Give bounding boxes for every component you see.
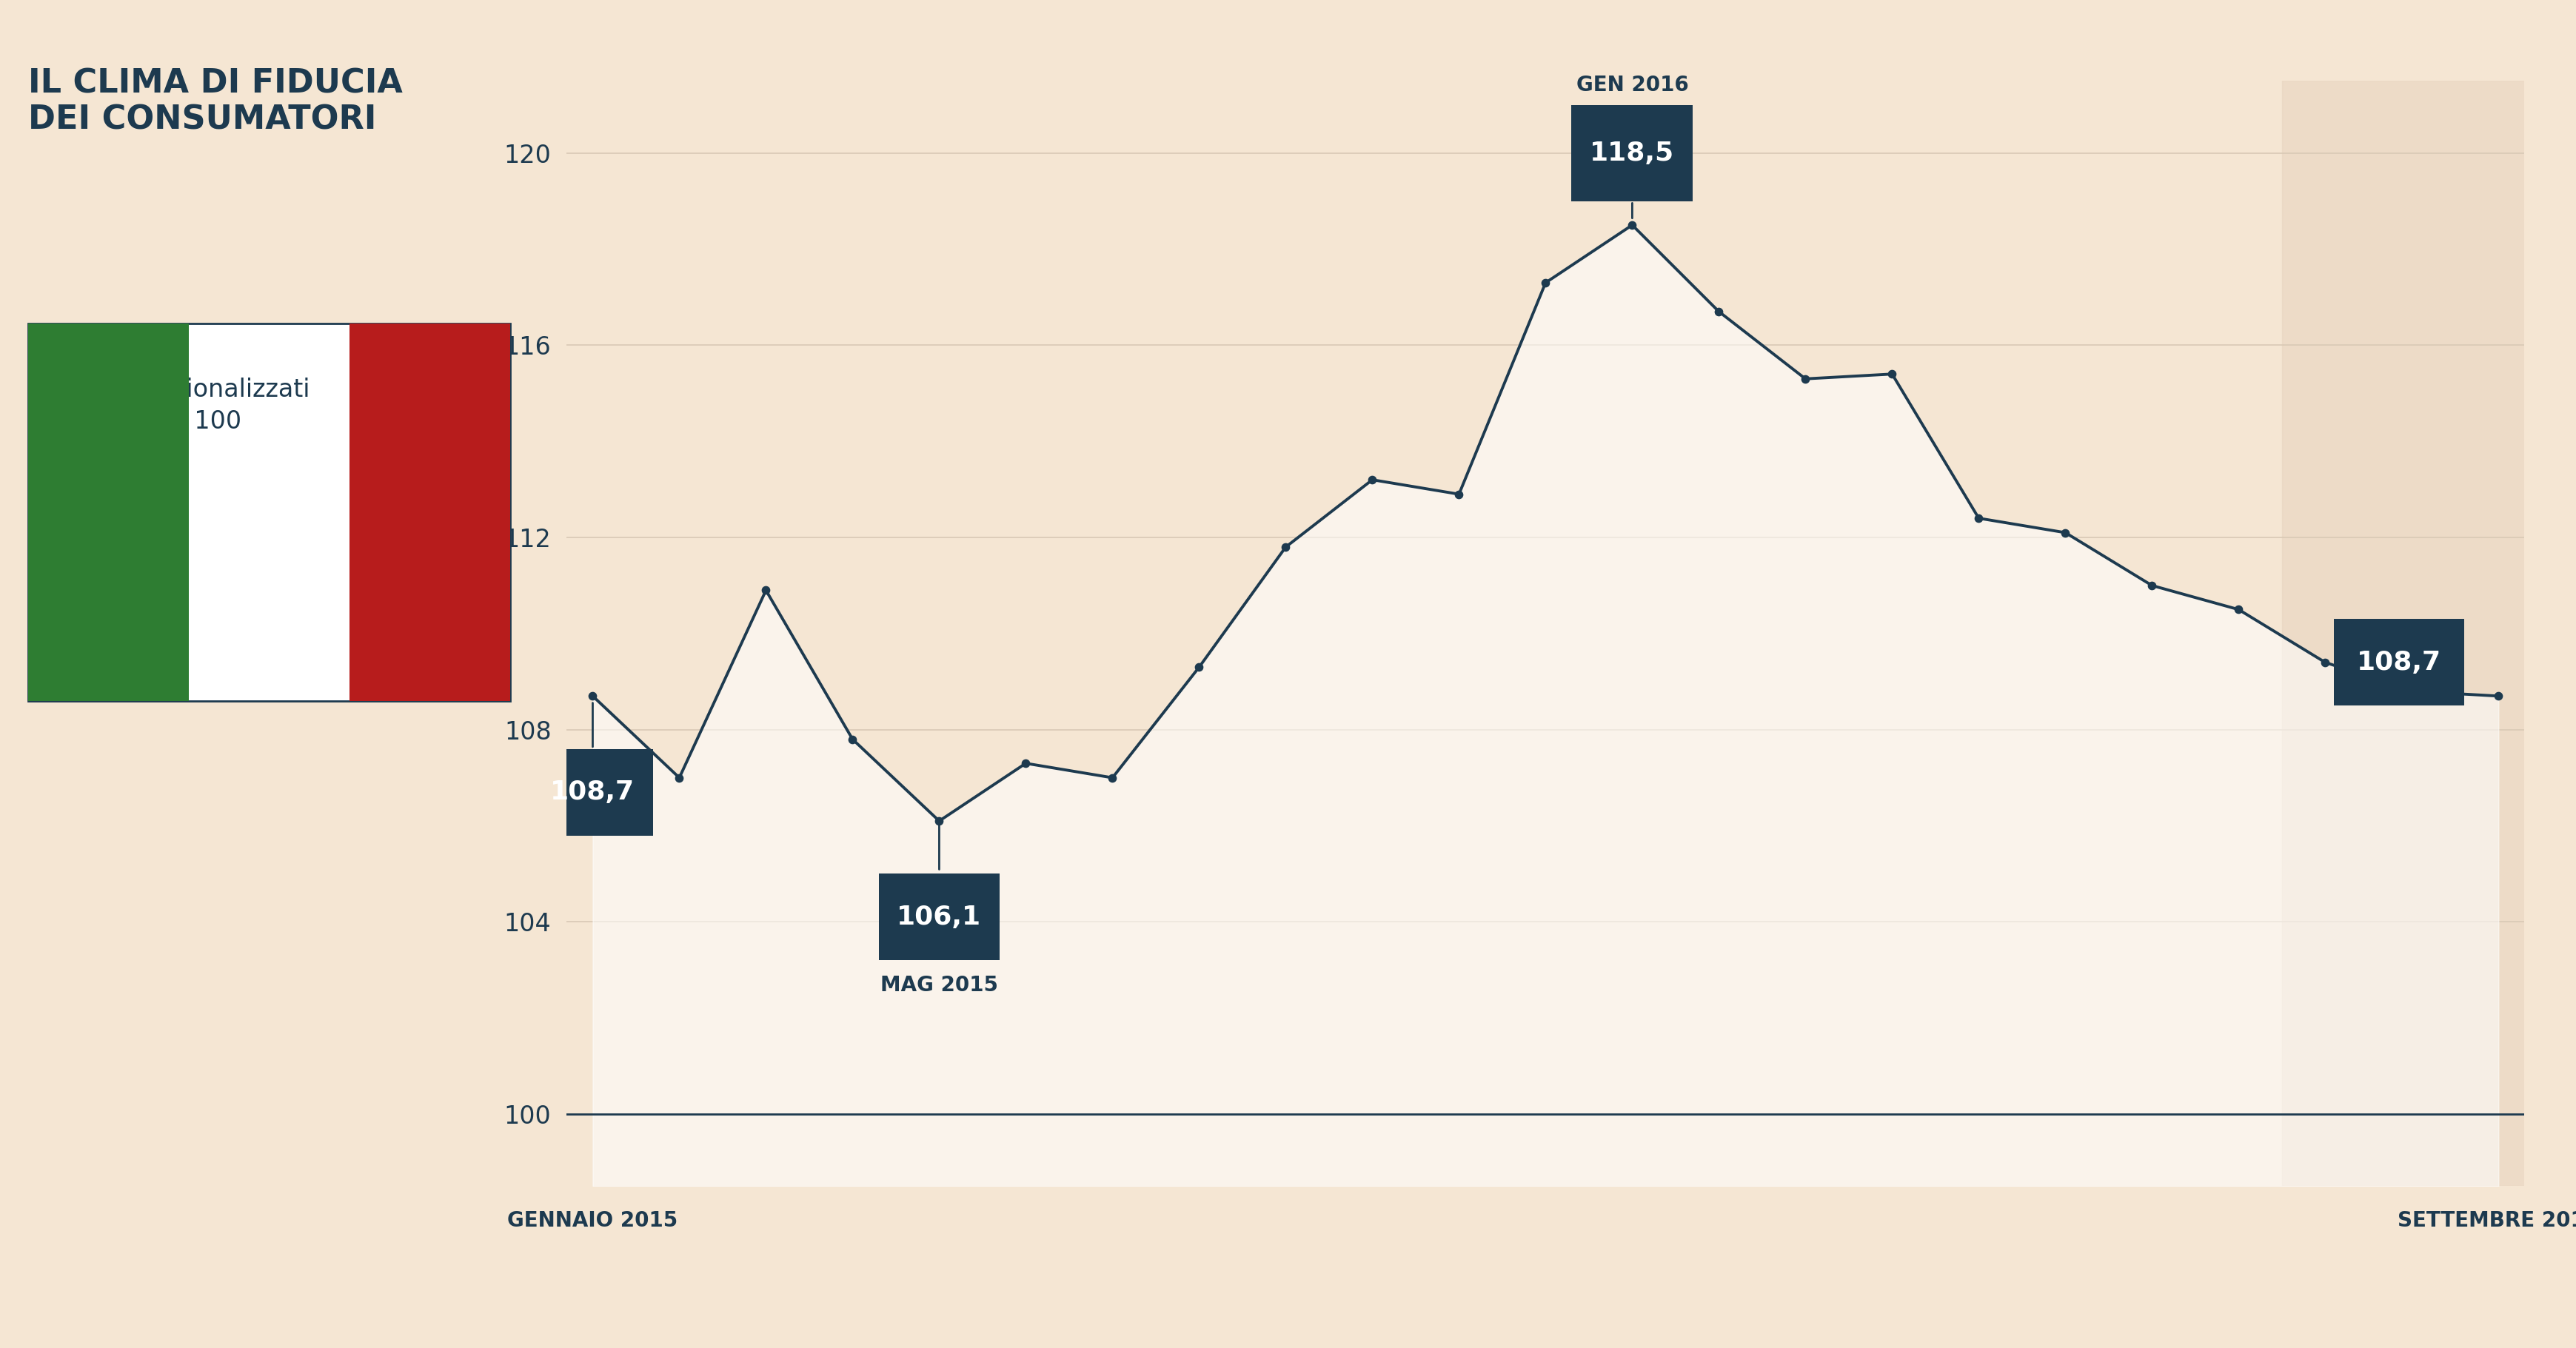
FancyBboxPatch shape bbox=[878, 874, 999, 960]
Point bbox=[1873, 363, 1914, 384]
Point bbox=[1352, 469, 1394, 491]
Text: GENNAIO 2015: GENNAIO 2015 bbox=[507, 1211, 677, 1231]
Point bbox=[2218, 599, 2259, 620]
Text: GEN 2016: GEN 2016 bbox=[1577, 74, 1687, 96]
Point bbox=[659, 767, 701, 789]
Point bbox=[1177, 656, 1218, 678]
Text: 108,7: 108,7 bbox=[2357, 650, 2442, 675]
Bar bbox=[28, 324, 188, 701]
FancyBboxPatch shape bbox=[2334, 619, 2463, 705]
Point bbox=[2391, 681, 2432, 702]
Point bbox=[920, 810, 961, 832]
Text: SETTEMBRE 2016: SETTEMBRE 2016 bbox=[2398, 1211, 2576, 1231]
FancyBboxPatch shape bbox=[533, 749, 654, 836]
Point bbox=[2478, 685, 2519, 706]
Bar bbox=[350, 324, 510, 701]
Point bbox=[1958, 507, 1999, 528]
Bar bbox=[2282, 81, 2543, 1186]
Point bbox=[1525, 272, 1566, 294]
Bar bbox=[28, 324, 510, 701]
Point bbox=[1265, 537, 1306, 558]
Text: Indici destagionalizzati
base 2010 = 100
(Fonte IStat): Indici destagionalizzati base 2010 = 100… bbox=[28, 377, 309, 466]
Point bbox=[1437, 484, 1479, 506]
Text: 118,5: 118,5 bbox=[1589, 140, 1674, 166]
Point bbox=[2306, 651, 2347, 673]
Point bbox=[2045, 522, 2087, 543]
Point bbox=[1613, 214, 1654, 236]
Point bbox=[1785, 368, 1826, 390]
Text: 106,1: 106,1 bbox=[896, 905, 981, 930]
FancyBboxPatch shape bbox=[1571, 105, 1692, 201]
Point bbox=[1005, 752, 1046, 774]
Text: 108,7: 108,7 bbox=[551, 779, 634, 805]
Point bbox=[572, 685, 613, 706]
Text: IL CLIMA DI FIDUCIA
DEI CONSUMATORI: IL CLIMA DI FIDUCIA DEI CONSUMATORI bbox=[28, 67, 402, 136]
Point bbox=[744, 580, 786, 601]
Point bbox=[832, 728, 873, 749]
Point bbox=[1698, 301, 1739, 322]
Point bbox=[1092, 767, 1133, 789]
Text: MAG 2015: MAG 2015 bbox=[881, 975, 997, 996]
Point bbox=[2130, 574, 2172, 596]
